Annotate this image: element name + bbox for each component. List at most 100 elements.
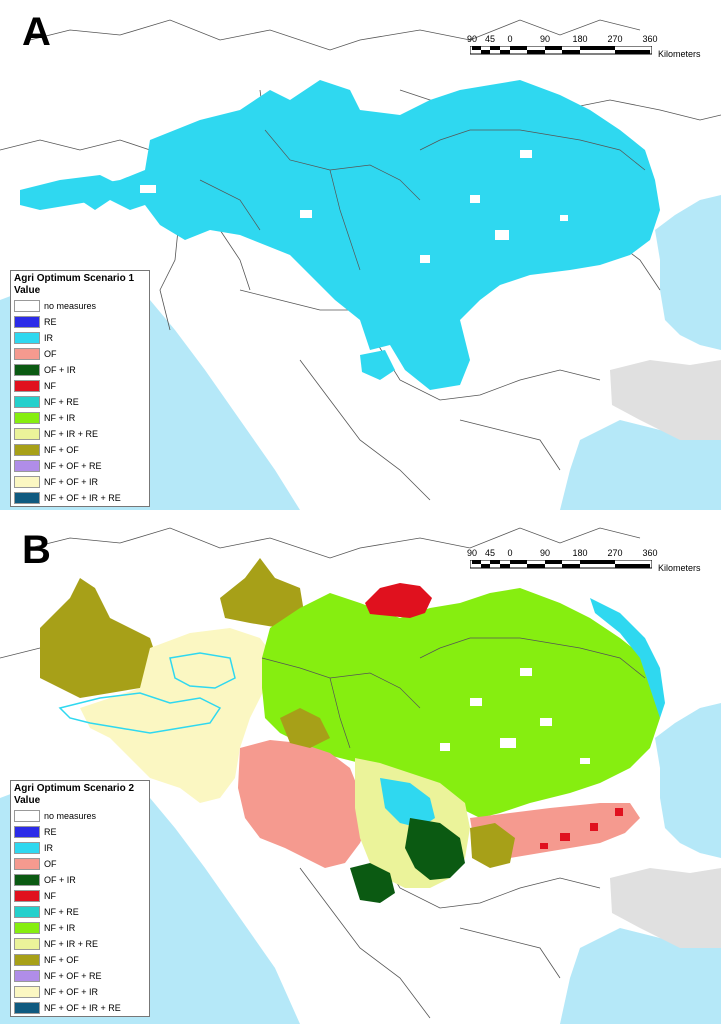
black-sea: [655, 703, 721, 858]
scale-bar-graphic: [470, 46, 652, 55]
legend-swatch: [14, 428, 40, 440]
legend-swatch: [14, 444, 40, 456]
nf-of-central: [280, 708, 330, 748]
legend: Agri Optimum Scenario 1 Value no measure…: [10, 270, 150, 507]
ir-south-patch: [360, 350, 395, 380]
legend-value-label: Value: [14, 795, 41, 806]
legend-swatch: [14, 316, 40, 328]
legend-item: no measures: [11, 298, 149, 314]
scale-tick-label: 0: [507, 548, 513, 558]
nf-south-patches: [540, 808, 623, 849]
legend-item: OF + IR: [11, 872, 149, 888]
panel-letter: B: [22, 528, 51, 572]
panel-letter: A: [22, 10, 51, 54]
legend-swatch: [14, 396, 40, 408]
legend-item: NF + IR: [11, 410, 149, 426]
scale-tick-label: 45: [484, 34, 496, 44]
legend-swatch: [14, 412, 40, 424]
panel-divider: [0, 510, 721, 518]
legend-swatch: [14, 364, 40, 376]
scale-tick-label: 270: [607, 548, 623, 558]
legend-swatch: [14, 906, 40, 918]
no-measure-holes: [140, 100, 568, 263]
legend-item: NF + IR + RE: [11, 426, 149, 442]
aegean-sea: [560, 928, 721, 1024]
legend-item: IR: [11, 330, 149, 346]
legend-item: IR: [11, 840, 149, 856]
nf-of-south: [470, 823, 515, 868]
legend-swatch: [14, 492, 40, 504]
legend-swatch: [14, 938, 40, 950]
scale-tick-label: 90: [466, 34, 478, 44]
legend-title: Agri Optimum Scenario 2: [14, 783, 135, 794]
scale-tick-label: 360: [642, 34, 658, 44]
ir-west-strip: [20, 175, 120, 210]
legend-value-label: Value: [14, 285, 41, 296]
legend-swatch: [14, 954, 40, 966]
legend-swatch: [14, 858, 40, 870]
legend-item: NF + IR + RE: [11, 936, 149, 952]
legend-swatch: [14, 476, 40, 488]
turkey-area: [610, 868, 721, 948]
panel-a: A 90 45 0 90 180 270 360 Kilometers Agri…: [0, 0, 721, 510]
legend-item: NF + OF + RE: [11, 968, 149, 984]
legend-swatch: [14, 970, 40, 982]
legend-item: no measures: [11, 808, 149, 824]
legend-swatch: [14, 460, 40, 472]
aegean-sea: [560, 420, 721, 510]
legend: Agri Optimum Scenario 2 Value no measure…: [10, 780, 150, 1017]
legend-swatch: [14, 890, 40, 902]
nf-of-north: [220, 558, 305, 628]
legend-item: NF + OF: [11, 442, 149, 458]
of-ir-central: [405, 818, 465, 880]
ir-west-outlines: [58, 652, 236, 734]
ir-central: [380, 778, 435, 828]
legend-swatch: [14, 874, 40, 886]
legend-swatch: [14, 348, 40, 360]
legend-item: OF: [11, 346, 149, 362]
scale-tick-label: 90: [539, 548, 551, 558]
legend-item: NF: [11, 888, 149, 904]
legend-item: NF + RE: [11, 904, 149, 920]
scale-tick-label: 270: [607, 34, 623, 44]
ir-coast: [590, 598, 665, 718]
panel-b: B 90 45 0 90 180 270 360 Kilometers Agri…: [0, 518, 721, 1024]
legend-item: NF + OF + IR + RE: [11, 490, 149, 506]
legend-item: NF + OF + IR + RE: [11, 1000, 149, 1016]
legend-swatch: [14, 332, 40, 344]
legend-swatch: [14, 842, 40, 854]
scale-unit-label: Kilometers: [658, 49, 701, 59]
scale-tick-label: 180: [572, 548, 588, 558]
legend-item: RE: [11, 314, 149, 330]
legend-swatch: [14, 922, 40, 934]
scale-tick-label: 360: [642, 548, 658, 558]
of-west: [238, 740, 370, 868]
legend-item: OF: [11, 856, 149, 872]
legend-swatch: [14, 986, 40, 998]
legend-swatch: [14, 826, 40, 838]
ir-region: [80, 80, 660, 390]
legend-item: NF + OF + IR: [11, 984, 149, 1000]
scale-unit-label: Kilometers: [658, 563, 701, 573]
black-sea: [655, 195, 721, 350]
nf-of-west: [40, 578, 160, 698]
legend-swatch: [14, 810, 40, 822]
legend-item: RE: [11, 824, 149, 840]
scalebar: 90 45 0 90 180 270 360 Kilometers: [466, 34, 701, 74]
scalebar: 90 45 0 90 180 270 360 Kilometers: [466, 548, 701, 588]
legend-item: NF + OF + IR: [11, 474, 149, 490]
no-measure-holes: [440, 668, 590, 764]
legend-item: NF: [11, 378, 149, 394]
legend-item: NF + IR: [11, 920, 149, 936]
scale-tick-label: 90: [466, 548, 478, 558]
legend-item: OF + IR: [11, 362, 149, 378]
legend-item: NF + OF: [11, 952, 149, 968]
legend-swatch: [14, 380, 40, 392]
scale-bar-graphic: [470, 560, 652, 569]
scale-tick-label: 90: [539, 34, 551, 44]
nf-north: [365, 583, 432, 618]
legend-swatch: [14, 300, 40, 312]
legend-swatch: [14, 1002, 40, 1014]
legend-title: Agri Optimum Scenario 1: [14, 273, 135, 284]
of-ir-south: [350, 863, 395, 903]
